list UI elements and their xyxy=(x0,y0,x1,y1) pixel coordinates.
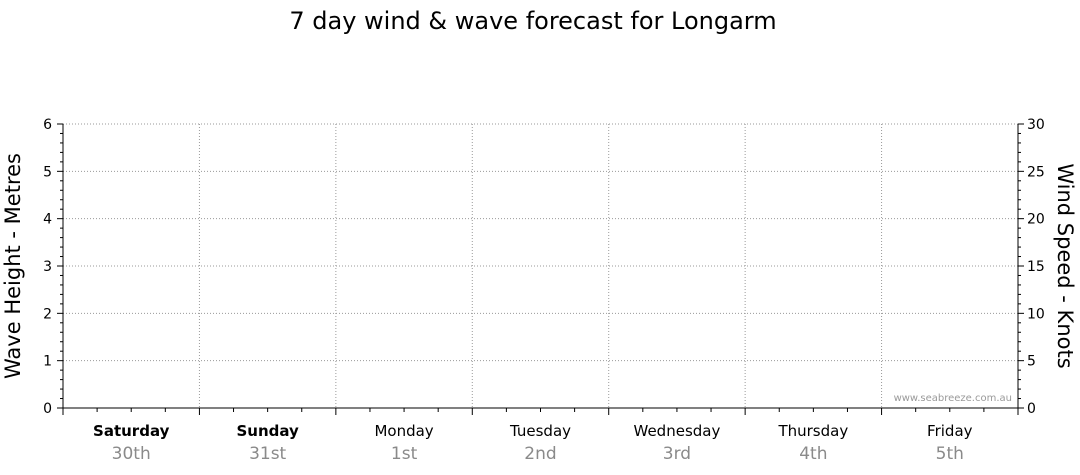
day-label: Saturday xyxy=(93,422,170,440)
date-label: 4th xyxy=(799,444,827,464)
plot-area: 0 1 2 3 4 5 6 0 5 10 15 20 25 30 Saturday 30th Sunday 31s… xyxy=(43,117,1045,464)
left-tick-label: 5 xyxy=(43,164,52,180)
left-tick-label: 2 xyxy=(43,306,52,322)
left-tick-label: 1 xyxy=(43,354,52,370)
right-tick-label: 0 xyxy=(1027,401,1036,417)
right-tick-label: 30 xyxy=(1027,117,1045,133)
right-tick-label: 5 xyxy=(1027,354,1036,370)
date-label: 31st xyxy=(249,444,286,464)
date-label: 30th xyxy=(112,444,151,464)
date-label: 1st xyxy=(391,444,418,464)
right-tick-label: 25 xyxy=(1027,164,1045,180)
day-label: Friday xyxy=(927,422,973,440)
day-label: Wednesday xyxy=(634,422,721,440)
right-tick-label: 10 xyxy=(1027,306,1045,322)
left-tick-label: 4 xyxy=(43,212,52,228)
day-label: Thursday xyxy=(777,422,848,440)
right-tick-label: 15 xyxy=(1027,259,1045,275)
date-label: 5th xyxy=(936,444,964,464)
chart-title: 7 day wind & wave forecast for Longarm xyxy=(289,7,776,35)
day-label: Monday xyxy=(374,422,433,440)
left-axis-title: Wave Height - Metres xyxy=(1,153,25,379)
right-axis-title: Wind Speed - Knots xyxy=(1053,163,1077,368)
left-tick-label: 0 xyxy=(43,401,52,417)
date-label: 2nd xyxy=(524,444,556,464)
watermark-text: www.seabreeze.com.au xyxy=(894,393,1012,404)
left-tick-label: 3 xyxy=(43,259,52,275)
day-label: Sunday xyxy=(236,422,299,440)
date-label: 3rd xyxy=(663,444,691,464)
right-tick-label: 20 xyxy=(1027,212,1045,228)
day-label: Tuesday xyxy=(509,422,571,440)
left-tick-label: 6 xyxy=(43,117,52,133)
